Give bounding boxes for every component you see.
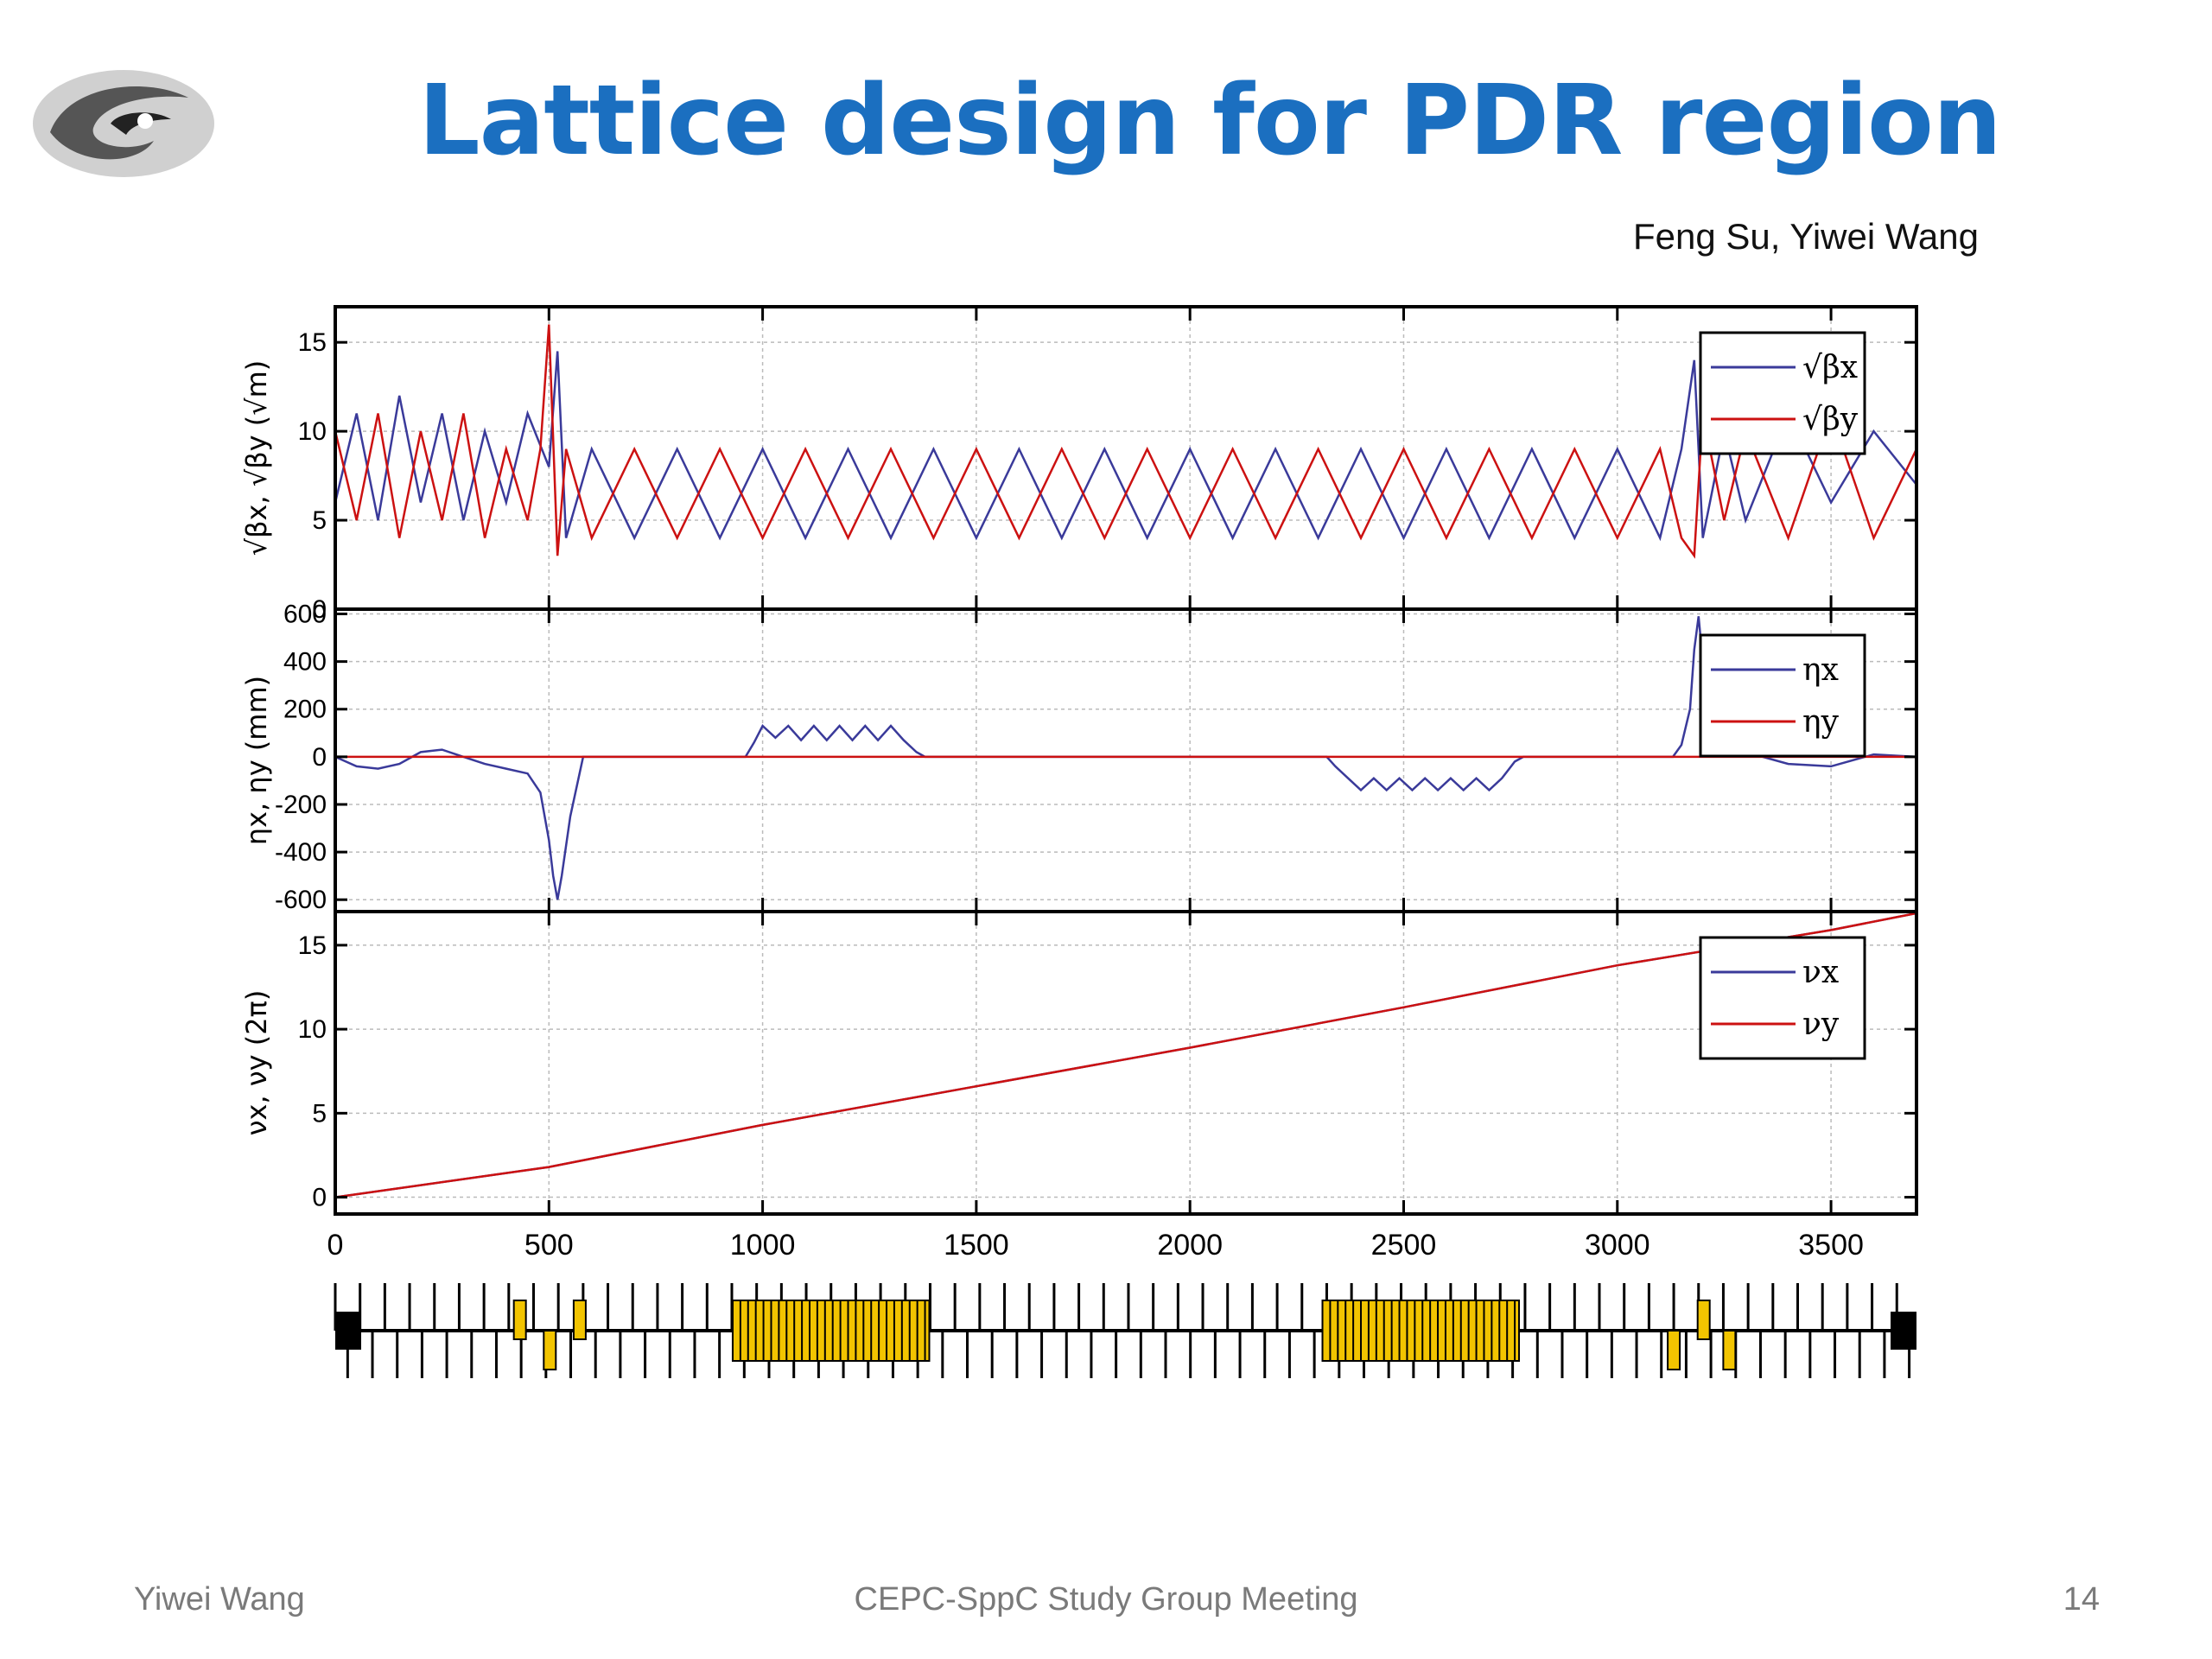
y-tick-label: 0: [312, 1184, 327, 1212]
panel-beta: 0 5 10 15 √βx, √βy (√m) √βx √βy: [240, 305, 1918, 624]
single-dipole: [1722, 1330, 1737, 1370]
x-tick-label: 2000: [1157, 1229, 1223, 1262]
y-tick-label: 600: [283, 601, 327, 629]
legend-label: ηx: [1802, 652, 1839, 688]
series-line-ηx: [334, 616, 1917, 900]
panel-frame: [334, 607, 1918, 913]
footer-meeting: CEPC-SppC Study Group Meeting: [854, 1581, 1358, 1618]
x-tick-label: 3500: [1798, 1229, 1864, 1262]
y-axis-label: ηx, ηy (mm): [240, 676, 273, 845]
single-dipole: [512, 1300, 527, 1340]
legend-box: [1699, 633, 1866, 758]
panel-tune: 0 5 10 15 νx, νy (2π) νx νy: [240, 910, 1918, 1216]
y-tick-label: 400: [283, 648, 327, 677]
author-line: Feng Su, Yiwei Wang: [1633, 216, 1979, 257]
series-line-√βx: [334, 351, 1917, 542]
legend: νx νy: [1699, 936, 1866, 1060]
legend: ηx ηy: [1699, 633, 1866, 758]
legend-box: [1699, 936, 1866, 1060]
lattice-strip: [334, 1283, 1916, 1378]
panel-dispersion: -600 -400 -200 0 200 400 600 ηx, ηy (mm) ηx ηy: [240, 601, 1918, 914]
legend-label: νy: [1802, 1007, 1840, 1042]
slide-title: Lattice design for PDR region: [418, 65, 2001, 177]
series-line-√βy: [334, 324, 1918, 559]
page-number: 14: [2063, 1581, 2100, 1618]
y-tick-label: 0: [312, 595, 327, 624]
y-tick-label: 15: [298, 328, 327, 357]
single-dipole: [1667, 1330, 1681, 1370]
y-tick-label: 15: [298, 931, 327, 960]
x-tick-label: 0: [327, 1229, 344, 1262]
x-tick-label: 1500: [944, 1229, 1009, 1262]
y-tick-label: 200: [283, 696, 327, 724]
y-tick-label: 10: [298, 1015, 327, 1044]
x-tick-label: 500: [524, 1229, 574, 1262]
panel-frame: [334, 910, 1918, 1216]
y-tick-label: 10: [298, 417, 327, 446]
dipole-block: [1321, 1300, 1521, 1362]
legend-label: νx: [1802, 955, 1839, 990]
single-dipole: [543, 1330, 557, 1370]
end-marker: [335, 1312, 361, 1350]
end-marker: [1891, 1312, 1916, 1350]
y-tick-label: -600: [275, 886, 327, 914]
y-tick-label: -200: [275, 791, 327, 819]
y-axis-label: √βx, √βy (√m): [240, 360, 273, 556]
series-line-νy: [334, 912, 1917, 1198]
footer-presenter: Yiwei Wang: [134, 1581, 305, 1618]
y-tick-label: 5: [312, 506, 327, 535]
single-dipole: [572, 1300, 587, 1340]
y-tick-label: -400: [275, 838, 327, 867]
x-tick-label: 3000: [1585, 1229, 1650, 1262]
legend-label: √βx: [1802, 350, 1858, 385]
legend-box: [1699, 331, 1866, 455]
dipole-block: [731, 1300, 931, 1362]
y-tick-label: 0: [312, 743, 327, 772]
x-tick-label: 1000: [730, 1229, 796, 1262]
legend-label: ηy: [1802, 704, 1840, 740]
y-axis-label: νx, νy (2π): [240, 990, 273, 1136]
single-dipole: [1696, 1300, 1711, 1340]
legend-label: √βy: [1802, 402, 1859, 437]
legend: √βx √βy: [1699, 331, 1866, 455]
institute-logo: [33, 70, 214, 177]
y-tick-label: 5: [312, 1099, 327, 1128]
x-tick-label: 2500: [1371, 1229, 1437, 1262]
